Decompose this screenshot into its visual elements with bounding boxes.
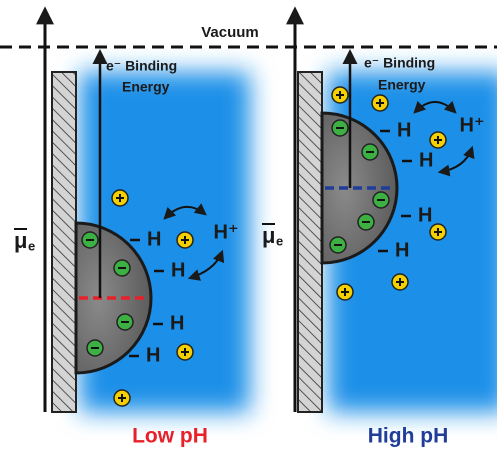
binding-energy-label: Energy xyxy=(122,79,170,95)
proton: H⁺ xyxy=(460,114,485,136)
surface-hydrogen: H xyxy=(395,239,409,261)
binding-energy-label: e⁻ Binding xyxy=(106,58,177,74)
potential-subscript: e xyxy=(276,233,283,248)
binding-energy-label: e⁻ Binding xyxy=(364,55,435,71)
surface-hydrogen: H xyxy=(171,259,185,281)
exchange-arrow xyxy=(163,203,207,220)
binding-energy-label: Energy xyxy=(378,77,426,93)
surface-hydrogen: H xyxy=(397,119,411,141)
surface-hydrogen: H xyxy=(146,344,160,366)
surface-hydrogen: H xyxy=(418,204,432,226)
electrode xyxy=(51,71,77,413)
surface-hydrogen: H xyxy=(147,228,161,250)
surface-hydrogen: H xyxy=(170,312,184,334)
surface-hydrogen: H xyxy=(419,149,433,171)
proton: H⁺ xyxy=(214,221,239,243)
potential-symbol: μ xyxy=(262,223,275,248)
exchange-arrow xyxy=(187,249,225,281)
vacuum-label: Vacuum xyxy=(201,24,259,41)
potential-subscript: e xyxy=(28,238,35,253)
potential-symbol: μ xyxy=(14,228,27,253)
panel-caption: Low pH xyxy=(132,425,208,448)
panel-caption: High pH xyxy=(368,425,448,448)
exchange-arrow xyxy=(413,100,457,114)
exchange-arrow xyxy=(437,145,475,177)
electrode xyxy=(297,71,323,413)
